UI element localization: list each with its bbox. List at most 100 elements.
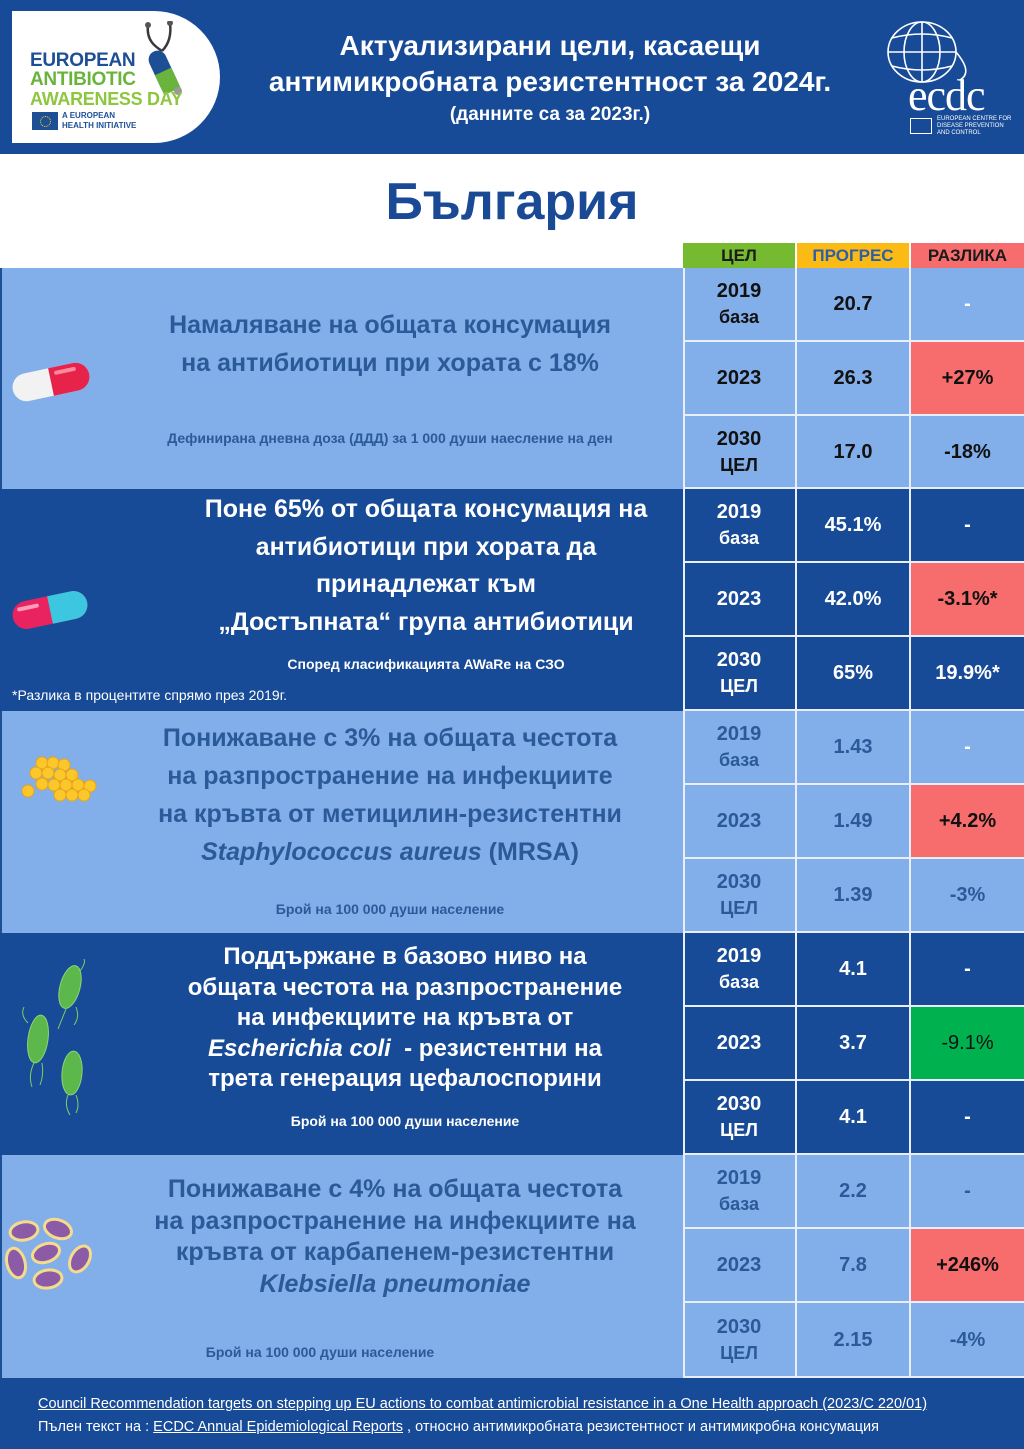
year-cell: 2030 ЦЕЛ: [683, 637, 797, 711]
footer-line2: Пълен текст на : ECDC Annual Epidemiolog…: [38, 1419, 879, 1435]
year: 2030: [716, 649, 762, 671]
section-mrsa: Понижаване с 3% на общата честота на раз…: [0, 711, 1024, 933]
column-divider: [683, 489, 685, 711]
goal-line: Klebsiella pneumoniae: [110, 1269, 680, 1301]
column-divider: [683, 1155, 685, 1378]
pill-pink-cyan-icon: [12, 591, 88, 629]
year-label: ЦЕЛ: [720, 454, 758, 475]
country-title: България: [385, 173, 639, 231]
year-label: ЦЕЛ: [720, 1342, 758, 1363]
value-cell: 2.2: [797, 1155, 911, 1229]
value-cell: 42.0%: [797, 563, 911, 637]
unit-text: Брой на 100 000 души население: [290, 1113, 520, 1129]
diff-cell: -3.1%*: [911, 563, 1024, 637]
column-header-difference: РАЗЛИКА: [911, 243, 1024, 268]
year-cell: 2023: [683, 1007, 797, 1081]
year-cell: 2019 база: [683, 268, 797, 342]
diff-cell: -: [911, 933, 1024, 1007]
goal-line: Понижаване с 4% на общата честота: [167, 1175, 623, 1203]
year-cell: 2030 ЦЕЛ: [683, 1081, 797, 1155]
footnote: *Разлика в процентите спрямо през 2019г.: [12, 687, 288, 703]
goal-line: Поне 65% от общата консумация на: [204, 495, 648, 523]
goal-line: на кръвта от метицилин-резистентни: [158, 800, 622, 828]
goal-line: на разпространение на инфекциите: [167, 762, 613, 790]
unit-text: Дефинирана дневна доза (ДДД) за 1 000 ду…: [167, 430, 613, 446]
year-label: ЦЕЛ: [720, 676, 758, 696]
goal-line: Escherichia coli - резистентни на: [130, 1034, 680, 1065]
goal-line: антибиотици при хората да: [255, 532, 597, 561]
value-cell: 20.7: [797, 268, 911, 342]
goal-text: Поне 65% от общата консумация на антибио…: [170, 491, 682, 641]
title-subtitle: (данните са за 2023г.): [449, 104, 651, 125]
goal-tail: (MRSA): [481, 838, 579, 866]
year: 2023: [716, 1032, 762, 1054]
staphylococcus-icon: [21, 756, 97, 802]
goal-line: „Достъпната“ група антибиотици: [218, 607, 634, 636]
eu-flag-small-icon: [910, 118, 932, 134]
species-name: Staphylococcus aureus: [201, 838, 482, 866]
year-cell: 2019 база: [683, 933, 797, 1007]
diff-cell: -: [911, 1155, 1024, 1229]
ecdc-sub2: DISEASE PREVENTION: [937, 123, 1004, 129]
eaad-sub1: A EUROPEAN: [62, 111, 116, 120]
diff-cell: -: [911, 489, 1024, 563]
year-label: ЦЕЛ: [720, 1120, 758, 1140]
footer: Council Recommendation targets on steppi…: [0, 1378, 1024, 1449]
value-cell: 65%: [797, 637, 911, 711]
eaad-sub2: HEALTH INITIATIVE: [62, 121, 137, 130]
ecdc-reports-link[interactable]: ECDC Annual Epidemiological Reports: [153, 1419, 404, 1435]
year-label: база: [718, 307, 760, 327]
value-cell: 1.49: [797, 785, 911, 859]
eaad-subtitle: A EUROPEAN HEALTH INITIATIVE: [62, 111, 136, 131]
goal-line: на инфекциите на кръвта от: [236, 1004, 574, 1031]
year-label: база: [718, 972, 760, 992]
year: 2023: [716, 367, 762, 389]
year: 2030: [716, 427, 762, 450]
diff-cell: 19.9%*: [911, 637, 1024, 711]
e-coli-bacteria-icon: [22, 959, 85, 1116]
year-label: база: [718, 750, 760, 770]
goal-text: Понижаване с 4% на общата честота на раз…: [110, 1174, 680, 1300]
goal-line: кръвта от карбапенем-резистентни: [175, 1238, 615, 1266]
value-cell: 17.0: [797, 416, 911, 489]
year: 2019: [716, 501, 762, 523]
footer-prefix: Пълен текст на :: [38, 1419, 154, 1435]
goal-text: Понижаване с 3% на общата честота на раз…: [100, 719, 680, 871]
diff-cell: -18%: [911, 416, 1024, 489]
ecdc-globe-icon: [887, 21, 967, 83]
title-line2: антимикробната резистентност за 2024г.: [268, 66, 832, 97]
year: 2019: [716, 723, 762, 745]
section-access-group: Поне 65% от общата консумация на антибио…: [0, 489, 1024, 711]
ecdc-sub3: AND CONTROL: [937, 130, 981, 136]
diff-cell: -: [911, 711, 1024, 785]
year: 2030: [716, 871, 762, 893]
unit-text: Според класификацията AWaRe на СЗО: [287, 656, 565, 672]
klebsiella-bacteria-icon: [4, 1217, 92, 1290]
eaad-line1: EUROPEAN: [30, 50, 136, 71]
value-cell: 4.1: [797, 1081, 911, 1155]
year: 2030: [716, 1315, 762, 1338]
value-cell: 7.8: [797, 1229, 911, 1303]
value-cell: 26.3: [797, 342, 911, 416]
goal-text: Поддържане в базово ниво на общата често…: [130, 942, 680, 1095]
value-cell: 1.39: [797, 859, 911, 933]
year: 2023: [716, 1254, 762, 1276]
species-name: Klebsiella pneumoniae: [259, 1269, 531, 1298]
column-header-progress: ПРОГРЕС: [797, 243, 909, 268]
year: 2019: [716, 945, 762, 967]
value-cell: 3.7: [797, 1007, 911, 1081]
year-label: база: [718, 528, 760, 548]
ecdc-sub1: EUROPEAN CENTRE FOR: [937, 116, 1012, 122]
title-line1: Актуализирани цели, касаещи: [339, 30, 761, 61]
diff-cell: +246%: [911, 1229, 1024, 1303]
year-cell: 2023: [683, 1229, 797, 1303]
goal-line: на антибиотици при хората с 18%: [181, 349, 599, 377]
column-divider: [683, 268, 685, 489]
diff-cell: +4.2%: [911, 785, 1024, 859]
council-recommendation-link[interactable]: Council Recommendation targets on steppi…: [38, 1396, 928, 1412]
year: 2019: [716, 280, 762, 302]
goal-text: Намаляване на общата консумация на антиб…: [100, 306, 680, 382]
year-cell: 2023: [683, 785, 797, 859]
species-name: Escherichia coli: [208, 1034, 391, 1062]
year-cell: 2023: [683, 342, 797, 416]
